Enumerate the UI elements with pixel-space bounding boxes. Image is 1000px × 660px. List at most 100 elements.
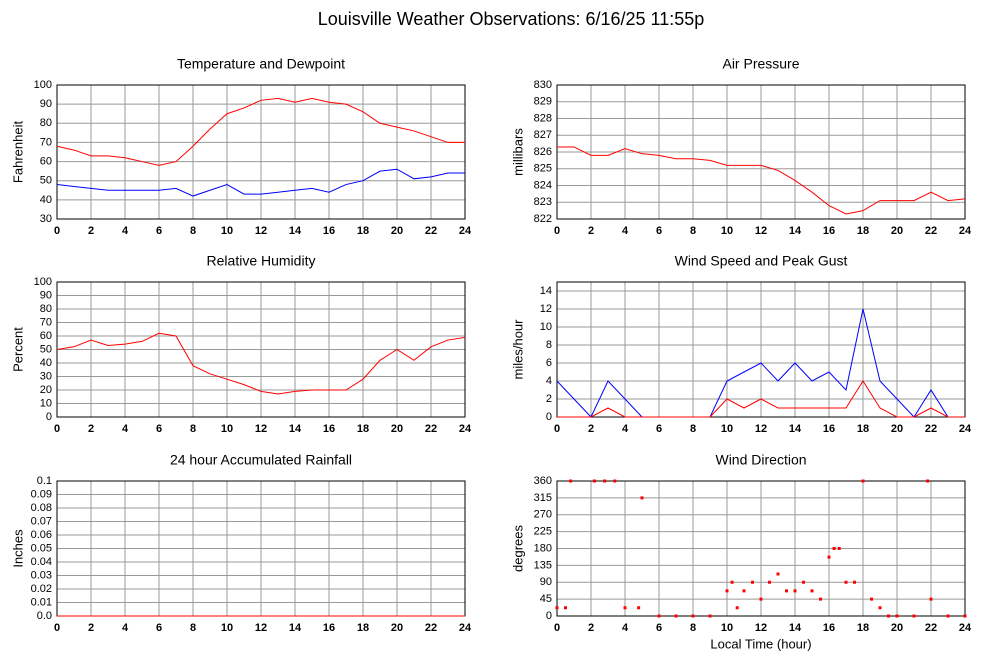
x-tick-label: 16 bbox=[323, 622, 335, 634]
x-tick-label: 14 bbox=[789, 423, 802, 435]
y-tick-label: 360 bbox=[534, 475, 552, 487]
scatter-point bbox=[819, 597, 822, 601]
x-tick-label: 18 bbox=[357, 423, 369, 435]
scatter-point bbox=[768, 580, 771, 584]
panel-title: Wind Direction bbox=[715, 452, 806, 468]
x-tick-label: 10 bbox=[221, 423, 233, 435]
scatter-point bbox=[844, 580, 848, 584]
x-tick-label: 14 bbox=[789, 225, 802, 237]
x-tick-label: 12 bbox=[255, 225, 267, 237]
panel-title: Wind Speed and Peak Gust bbox=[675, 253, 848, 269]
x-tick-label: 22 bbox=[925, 225, 937, 237]
page-title: Louisville Weather Observations: 6/16/25… bbox=[318, 9, 705, 29]
scatter-point bbox=[929, 597, 933, 601]
x-tick-label: 20 bbox=[891, 423, 903, 435]
scatter-point bbox=[569, 479, 573, 483]
y-tick-label: 2 bbox=[546, 393, 552, 405]
x-tick-label: 0 bbox=[554, 225, 560, 237]
x-tick-label: 2 bbox=[588, 622, 594, 634]
y-tick-label: 0.01 bbox=[31, 596, 52, 608]
x-tick-label: 10 bbox=[221, 622, 233, 634]
y-axis-label: Percent bbox=[10, 327, 25, 372]
y-tick-label: 90 bbox=[40, 98, 52, 110]
x-tick-label: 8 bbox=[190, 622, 196, 634]
x-tick-label: 6 bbox=[156, 622, 162, 634]
x-tick-label: 24 bbox=[459, 622, 472, 634]
x-tick-label: 12 bbox=[755, 225, 767, 237]
scatter-point bbox=[926, 479, 930, 483]
y-tick-label: 0 bbox=[546, 411, 552, 423]
y-tick-label: 135 bbox=[534, 559, 552, 571]
scatter-point bbox=[674, 614, 678, 618]
x-tick-label: 0 bbox=[554, 423, 560, 435]
scatter-point bbox=[810, 589, 814, 593]
y-tick-label: 100 bbox=[34, 276, 52, 288]
x-tick-label: 20 bbox=[391, 423, 403, 435]
x-tick-label: 2 bbox=[588, 225, 594, 237]
scatter-point bbox=[837, 547, 841, 550]
x-tick-label: 20 bbox=[891, 622, 903, 634]
scatter-point bbox=[853, 580, 856, 584]
x-tick-label: 4 bbox=[622, 622, 629, 634]
x-tick-label: 6 bbox=[156, 423, 162, 435]
x-tick-label: 20 bbox=[391, 622, 403, 634]
x-tick-label: 24 bbox=[459, 423, 472, 435]
y-tick-label: 40 bbox=[40, 194, 52, 206]
x-axis-label: Local Time (hour) bbox=[710, 636, 811, 651]
y-tick-label: 10 bbox=[40, 397, 52, 409]
y-tick-label: 70 bbox=[40, 136, 52, 148]
plot-frame bbox=[556, 281, 966, 418]
scatter-point bbox=[592, 479, 596, 483]
y-tick-label: 80 bbox=[40, 303, 52, 315]
y-tick-label: 829 bbox=[534, 96, 552, 108]
x-tick-label: 24 bbox=[459, 225, 472, 237]
y-tick-label: 825 bbox=[534, 163, 552, 175]
panel-title: Relative Humidity bbox=[207, 253, 316, 269]
x-tick-label: 0 bbox=[54, 423, 60, 435]
x-tick-label: 10 bbox=[221, 225, 233, 237]
scatter-point bbox=[759, 597, 763, 601]
y-tick-label: 4 bbox=[546, 375, 552, 387]
y-tick-label: 12 bbox=[540, 303, 552, 315]
x-tick-label: 8 bbox=[690, 622, 696, 634]
y-axis-label: miles/hour bbox=[510, 319, 525, 380]
scatter-point bbox=[735, 606, 739, 610]
y-tick-label: 60 bbox=[40, 155, 52, 167]
scatter-point bbox=[963, 614, 967, 618]
scatter-point bbox=[878, 606, 882, 610]
x-tick-label: 22 bbox=[425, 622, 437, 634]
x-tick-label: 16 bbox=[823, 622, 835, 634]
series-line bbox=[56, 97, 465, 166]
y-tick-label: 0.08 bbox=[31, 502, 52, 514]
x-tick-label: 12 bbox=[255, 423, 267, 435]
y-tick-label: 822 bbox=[534, 213, 552, 225]
x-tick-label: 6 bbox=[656, 225, 662, 237]
panel-title: Temperature and Dewpoint bbox=[177, 56, 345, 72]
scatter-point bbox=[887, 614, 890, 618]
scatter-point bbox=[730, 580, 734, 584]
x-tick-label: 14 bbox=[789, 622, 802, 634]
x-tick-label: 14 bbox=[289, 225, 302, 237]
x-tick-label: 2 bbox=[88, 622, 94, 634]
scatter-point bbox=[912, 614, 916, 618]
scatter-point bbox=[637, 606, 641, 610]
x-tick-label: 2 bbox=[88, 225, 94, 237]
x-tick-label: 14 bbox=[289, 622, 302, 634]
y-tick-label: 0.09 bbox=[31, 488, 52, 500]
x-tick-label: 22 bbox=[425, 225, 437, 237]
y-axis-label: millibars bbox=[510, 128, 525, 176]
y-tick-label: 270 bbox=[534, 509, 552, 521]
y-tick-label: 80 bbox=[40, 117, 52, 129]
y-tick-label: 315 bbox=[534, 492, 552, 504]
y-tick-label: 0.04 bbox=[31, 556, 52, 568]
y-tick-label: 827 bbox=[534, 129, 552, 141]
x-tick-label: 10 bbox=[721, 225, 733, 237]
x-tick-label: 18 bbox=[857, 225, 869, 237]
y-tick-label: 824 bbox=[534, 179, 552, 191]
x-tick-label: 6 bbox=[156, 225, 162, 237]
x-tick-label: 24 bbox=[959, 622, 972, 634]
x-tick-label: 16 bbox=[323, 225, 335, 237]
x-tick-label: 24 bbox=[959, 225, 972, 237]
y-tick-label: 45 bbox=[540, 593, 552, 605]
